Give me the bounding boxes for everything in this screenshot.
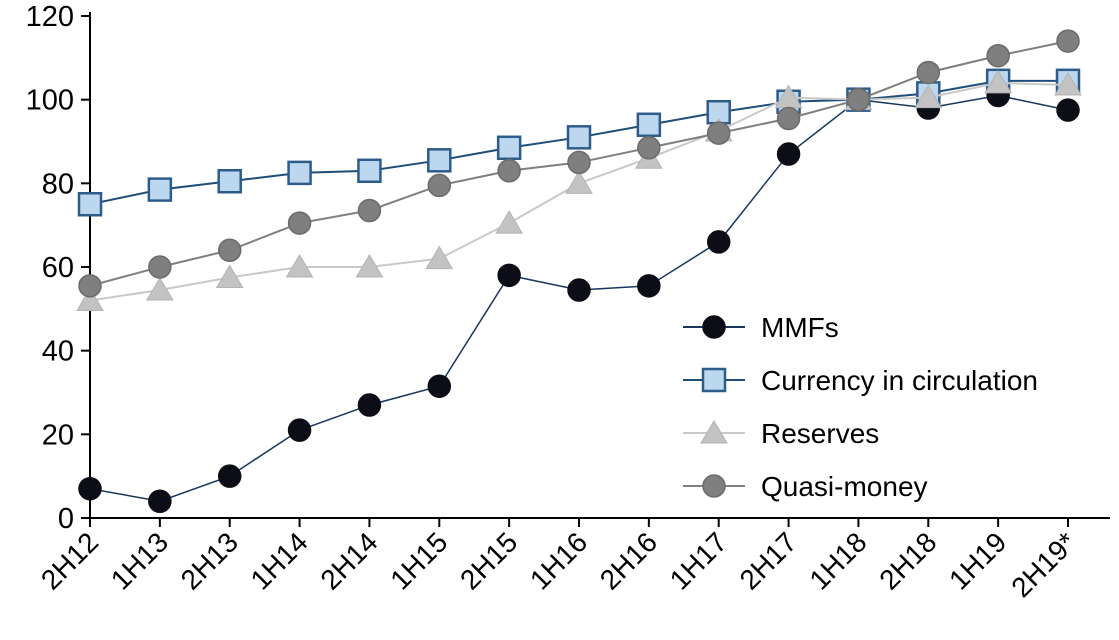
quasi-money-marker: [702, 474, 726, 498]
series-mmfs: [78, 83, 1080, 514]
quasi-money-marker: [1056, 29, 1080, 53]
series-quasi-money: [78, 29, 1080, 298]
quasi-money-marker: [567, 150, 591, 175]
reserves-marker: [355, 254, 384, 278]
quasi-money-marker: [776, 106, 801, 131]
legend-label-currency-in-circulation: Currency in circulation: [761, 365, 1038, 396]
x-tick-label: 2H16: [594, 526, 663, 595]
legend: MMFs Currency in circulation Reserves Quasi…: [683, 312, 1038, 502]
mmfs-marker: [637, 274, 661, 298]
currency-in-circulation-marker: [357, 158, 382, 184]
x-tick-label: 1H19: [943, 526, 1012, 595]
quasi-money-marker: [916, 60, 941, 85]
quasi-money-marker: [497, 159, 521, 183]
y-tick-label: 20: [42, 419, 74, 451]
mmfs-marker: [706, 230, 731, 254]
mmfs-marker: [1056, 98, 1080, 122]
x-tick-label: 1H14: [245, 526, 314, 595]
x-tick-label: 1H13: [105, 526, 174, 595]
y-tick-label: 40: [42, 336, 74, 368]
x-tick-label: 2H17: [734, 526, 803, 595]
quasi-money-marker: [357, 198, 382, 223]
currency-in-circulation-marker: [77, 192, 103, 217]
reserves-marker: [76, 287, 104, 311]
quasi-money-marker: [846, 87, 871, 112]
currency-in-circulation-marker: [287, 160, 312, 186]
x-tick-label: 1H17: [664, 526, 733, 595]
x-tick-label: 2H12: [35, 526, 104, 595]
quasi-money-marker: [637, 136, 661, 160]
y-tick-label: 120: [26, 1, 74, 33]
y-tick-label: 0: [58, 503, 74, 535]
currency-in-circulation-marker: [496, 135, 522, 161]
legend-item-currency-in-circulation: Currency in circulation: [683, 365, 1038, 396]
x-tick-label: 2H14: [314, 526, 383, 595]
mmfs-marker: [497, 263, 521, 288]
legend-item-quasi-money: Quasi-money: [683, 471, 928, 502]
mmfs-marker: [702, 315, 726, 339]
reserves-marker: [495, 210, 524, 234]
reserves-marker: [145, 277, 174, 301]
quasi-money-marker: [217, 238, 242, 263]
y-tick-label: 80: [42, 168, 74, 200]
quasi-money-marker: [78, 274, 102, 298]
legend-label-reserves: Reserves: [761, 418, 879, 449]
currency-in-circulation-marker: [701, 367, 727, 393]
reserves-marker: [984, 69, 1013, 94]
mmfs-marker: [287, 418, 312, 442]
currency-in-circulation-marker: [217, 168, 242, 194]
y-tick-label: 100: [26, 85, 74, 117]
x-tick-label: 2H19*: [1005, 526, 1082, 603]
mmfs-marker: [776, 142, 801, 166]
legend-item-reserves: Reserves: [683, 418, 879, 449]
y-tick-labels: 0 20 40 60 80 100 120: [26, 1, 90, 535]
reserves-marker: [285, 254, 314, 278]
reserves-marker: [700, 420, 728, 444]
x-tick-label: 2H13: [175, 526, 244, 595]
x-tick-label: 2H15: [454, 526, 523, 595]
reserves-marker: [1054, 72, 1082, 96]
x-tick-labels: 2H12 1H13 2H13 1H14 2H14 1H15 2H15 1H16 2H16 1H17…: [35, 518, 1082, 603]
mmfs-marker: [427, 374, 452, 398]
mmfs-marker: [217, 464, 242, 488]
x-tick-label: 1H18: [803, 526, 872, 595]
reserves-marker: [914, 84, 943, 109]
currency-in-circulation-marker: [636, 112, 662, 138]
reserves-marker: [565, 170, 593, 194]
x-tick-label: 2H18: [873, 526, 942, 595]
quasi-money-marker: [287, 211, 312, 235]
mmfs-marker: [148, 489, 172, 514]
mmfs-marker: [567, 278, 591, 302]
legend-label-quasi-money: Quasi-money: [761, 471, 928, 502]
x-tick-label: 1H16: [524, 526, 593, 595]
currency-in-circulation-marker: [566, 125, 592, 150]
y-tick-label: 60: [42, 252, 74, 284]
quasi-money-marker: [706, 121, 731, 145]
quasi-money-marker: [148, 255, 172, 279]
reserves-marker: [425, 245, 454, 270]
quasi-money-marker: [427, 173, 452, 198]
legend-label-mmfs: MMFs: [761, 312, 839, 343]
x-tick-label: 1H15: [384, 526, 453, 595]
legend-item-mmfs: MMFs: [683, 312, 839, 343]
mmfs-marker: [357, 393, 382, 417]
currency-in-circulation-marker: [427, 148, 452, 173]
mmfs-marker: [78, 476, 102, 501]
quasi-money-marker: [986, 43, 1010, 68]
currency-in-circulation-marker: [147, 177, 173, 202]
series-reserves: [76, 69, 1082, 311]
reserves-marker: [215, 264, 244, 288]
